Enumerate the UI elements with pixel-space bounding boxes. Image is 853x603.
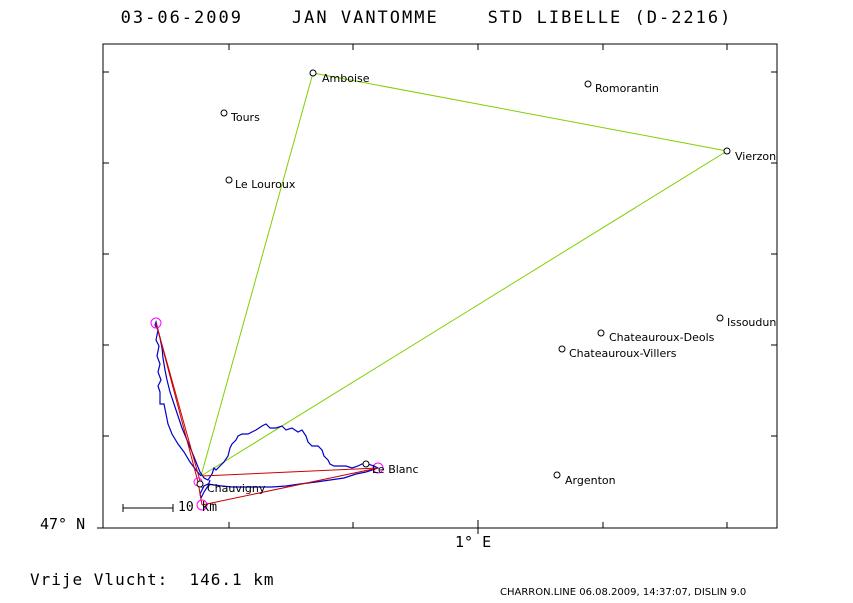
longitude-label: 1° E	[455, 533, 492, 551]
place-label-amboise: Amboise	[322, 72, 370, 85]
place-label-issoudun: Issoudun	[727, 316, 776, 329]
scale-bar-label: 10 km	[178, 500, 218, 515]
footer-info: CHARRON.LINE 06.08.2009, 14:37:07, DISLI…	[500, 587, 747, 598]
turnpoint-marker	[372, 462, 384, 474]
place-label-le-blanc: Le Blanc	[372, 463, 419, 476]
waypoint-markers	[196, 69, 731, 488]
place-label-vierzon: Vierzon	[735, 150, 776, 163]
waypoint-issoudun	[716, 314, 724, 322]
place-label-chateauroux-villers: Chateauroux-Villers	[569, 347, 677, 360]
chart-title: 03-06-2009 JAN VANTOMME STD LIBELLE (D-2…	[120, 8, 733, 28]
scale-bar	[122, 504, 174, 512]
waypoint-le-louroux	[225, 176, 233, 184]
waypoint-romorantin	[584, 80, 592, 88]
place-label-le-louroux: Le Louroux	[235, 178, 296, 191]
map-frame	[102, 43, 778, 529]
waypoint-chateauroux-deols	[597, 329, 605, 337]
turnpoint-marker	[196, 499, 208, 511]
task-route-line	[200, 72, 729, 477]
scored-legs	[155, 322, 379, 506]
flight-distance: Vrije Vlucht: 146.1 km	[30, 570, 275, 589]
waypoint-argenton	[553, 471, 561, 479]
turnpoint-markers	[150, 317, 384, 511]
waypoint-chateauroux-villers	[558, 345, 566, 353]
waypoint-le-blanc	[362, 460, 370, 468]
turnpoint-marker	[150, 317, 162, 329]
waypoint-vierzon	[723, 147, 731, 155]
waypoint-amboise	[309, 69, 317, 77]
place-label-chateauroux-deols: Chateauroux-Deols	[609, 331, 715, 344]
gps-track	[154, 319, 380, 500]
place-label-chauvigny: Chauvigny	[207, 482, 266, 495]
place-label-tours: Tours	[230, 111, 260, 124]
waypoint-chauvigny	[196, 480, 204, 488]
place-label-argenton: Argenton	[565, 474, 616, 487]
axis-ticks	[97, 44, 777, 534]
waypoint-tours	[220, 109, 228, 117]
place-label-romorantin: Romorantin	[595, 82, 659, 95]
latitude-label: 47° N	[40, 515, 86, 533]
